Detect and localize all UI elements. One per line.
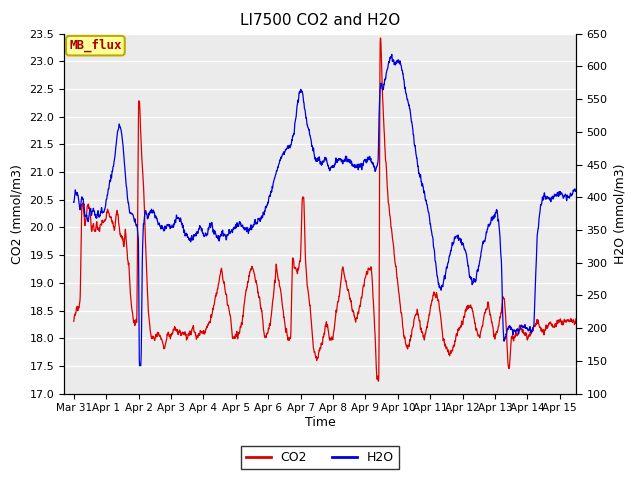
Y-axis label: CO2 (mmol/m3): CO2 (mmol/m3) xyxy=(11,164,24,264)
Legend: CO2, H2O: CO2, H2O xyxy=(241,446,399,469)
Text: MB_flux: MB_flux xyxy=(69,39,122,52)
Title: LI7500 CO2 and H2O: LI7500 CO2 and H2O xyxy=(240,13,400,28)
Y-axis label: H2O (mmol/m3): H2O (mmol/m3) xyxy=(613,163,626,264)
X-axis label: Time: Time xyxy=(305,416,335,429)
